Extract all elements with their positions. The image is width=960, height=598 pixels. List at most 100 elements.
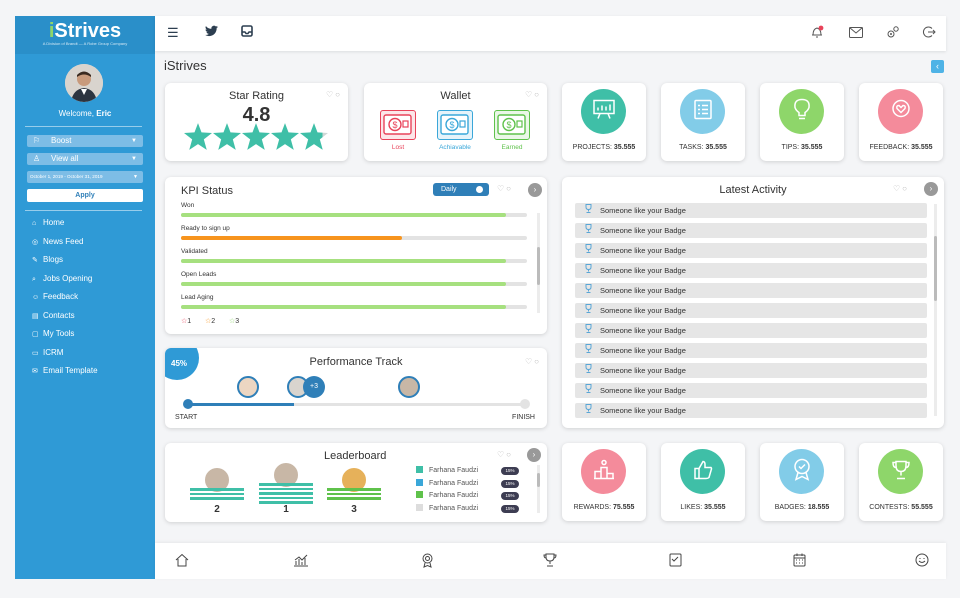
scrollbar[interactable] <box>537 465 540 513</box>
report-icon[interactable] <box>669 553 682 570</box>
stat-card-likes[interactable]: LIKES: 35.555 <box>661 443 745 521</box>
sidebar-item-contacts[interactable]: ▤ Contacts <box>32 311 75 320</box>
heart-comment-icons[interactable]: ♡○ <box>893 184 910 193</box>
sidebar-item-icrm[interactable]: ▭ ICRM <box>32 348 63 357</box>
kpi-progress-bar <box>181 305 527 309</box>
stat-card-contests[interactable]: CONTESTS: 55.555 <box>859 443 943 521</box>
thumbs-up-icon <box>680 449 725 494</box>
collapse-button[interactable]: ‹ <box>931 60 944 73</box>
kpi-progress-fill <box>181 259 507 263</box>
bell-icon[interactable] <box>810 25 824 42</box>
stat-label: LIKES: 35.555 <box>680 504 726 511</box>
view-all-dropdown[interactable]: ♙ View all ▼ <box>27 153 143 165</box>
more-button[interactable]: › <box>527 448 541 462</box>
stat-card-projects[interactable]: PROJECTS: 35.555 <box>562 83 646 161</box>
logout-icon[interactable] <box>922 25 936 42</box>
activity-item[interactable]: Someone like your Badge <box>575 263 927 278</box>
avatar[interactable] <box>398 376 420 398</box>
stat-label: FEEDBACK: 35.555 <box>869 144 933 151</box>
activity-item[interactable]: Someone like your Badge <box>575 223 927 238</box>
scrollbar[interactable] <box>934 204 937 416</box>
mail-icon[interactable] <box>849 26 863 41</box>
sidebar-item-my-tools[interactable]: ▢ My Tools <box>32 329 74 338</box>
leaderboard-row[interactable]: Farhana Faudzi <box>416 478 478 487</box>
settings-icon[interactable] <box>886 25 900 42</box>
award-icon[interactable] <box>421 553 434 571</box>
sidebar-item-email-template[interactable]: ✉ Email Template <box>32 366 98 375</box>
sidebar-item-home[interactable]: ⌂ Home <box>32 218 64 227</box>
scrollbar[interactable] <box>537 213 540 313</box>
stat-label: REWARDS: 75.555 <box>573 504 635 511</box>
heart-comment-icons[interactable]: ♡○ <box>497 450 514 459</box>
sidebar-item-feedback[interactable]: ☺ Feedback <box>32 292 78 301</box>
stat-card-feedback[interactable]: FEEDBACK: 35.555 <box>859 83 943 161</box>
leaderboard-row[interactable]: Farhana Faudzi <box>416 466 478 474</box>
activity-item[interactable]: Someone like your Badge <box>575 203 927 218</box>
activity-item[interactable]: Someone like your Badge <box>575 303 927 318</box>
heart-comment-icons[interactable]: ♡○ <box>497 184 514 193</box>
sidebar-item-label: Blogs <box>43 255 64 264</box>
heart-comment-icons[interactable]: ♡○ <box>524 357 541 366</box>
user-icon: ♙ <box>33 154 41 163</box>
icrm-icon: ▭ <box>32 349 39 357</box>
chat-heart-icon <box>878 89 923 134</box>
top-bar: ☰ <box>155 16 946 51</box>
legend-swatch <box>416 491 423 498</box>
kpi-progress-fill <box>181 305 507 309</box>
sidebar-item-label: News Feed <box>43 236 84 246</box>
analytics-icon[interactable] <box>293 553 309 570</box>
more-button[interactable]: › <box>528 183 542 197</box>
stat-card-tips[interactable]: TIPS: 35.555 <box>760 83 844 161</box>
legend-swatch <box>416 466 423 473</box>
heart-comment-icons[interactable]: ♡○ <box>524 90 541 99</box>
star-icon <box>242 123 270 155</box>
twitter-icon[interactable] <box>205 25 218 40</box>
period-toggle[interactable]: Daily <box>433 183 489 196</box>
trophy-icon[interactable] <box>543 553 557 570</box>
logo[interactable]: iStrives A Division of Brandt — A Robe G… <box>15 16 155 54</box>
more-button[interactable]: › <box>924 182 938 196</box>
star-outline-icon: ☆ <box>205 318 212 325</box>
avatar[interactable] <box>65 64 103 102</box>
podium-bar <box>259 492 313 495</box>
leaderboard-row[interactable]: Farhana Faudzi <box>416 491 478 499</box>
leaderboard-row[interactable]: Farhana Faudzi <box>416 503 478 512</box>
menu-icon[interactable]: ☰ <box>167 25 179 40</box>
kpi-legend-item: ☆1 <box>181 318 192 325</box>
kpi-row-label: Validated <box>181 248 208 255</box>
boost-dropdown[interactable]: ⚐ Boost ▼ <box>27 135 143 147</box>
legend-swatch <box>416 478 423 486</box>
activity-item[interactable]: Someone like your Badge <box>575 343 927 358</box>
home-icon[interactable] <box>175 553 189 570</box>
sidebar-item-news-feed[interactable]: ◎ News Feed <box>32 237 83 246</box>
activity-item[interactable]: Someone like your Badge <box>575 403 927 418</box>
calendar-icon[interactable] <box>793 553 806 570</box>
leaderboard-percent: 15% <box>501 467 519 475</box>
activity-item[interactable]: Someone like your Badge <box>575 323 927 338</box>
wallet-lost-icon[interactable]: $ <box>380 110 416 140</box>
finish-label: FINISH <box>512 414 535 421</box>
sidebar-item-jobs-opening[interactable]: ⌕ Jobs Opening <box>32 274 92 284</box>
heart-comment-icons[interactable]: ♡○ <box>325 90 342 99</box>
bulb-icon <box>779 89 824 134</box>
wallet-earned-icon[interactable]: $ <box>494 110 530 140</box>
svg-text:$: $ <box>506 120 511 130</box>
activity-item[interactable]: Someone like your Badge <box>575 363 927 378</box>
stat-card-rewards[interactable]: REWARDS: 75.555 <box>562 443 646 521</box>
rating-value: 4.8 <box>242 104 271 126</box>
apply-button[interactable]: Apply <box>27 189 143 202</box>
extra-avatars-badge[interactable]: +3 <box>303 376 325 398</box>
activity-item[interactable]: Someone like your Badge <box>575 243 927 258</box>
wallet-achiavable-icon[interactable]: $ <box>437 110 473 140</box>
stat-card-tasks[interactable]: TASKS: 35.555 <box>661 83 745 161</box>
trophy-icon <box>584 404 593 415</box>
flag-icon: ⚐ <box>33 136 41 145</box>
inbox-icon[interactable] <box>241 25 253 40</box>
sidebar-item-blogs[interactable]: ✎ Blogs <box>32 255 63 264</box>
stat-card-badges[interactable]: BADGES: 18.555 <box>760 443 844 521</box>
activity-item[interactable]: Someone like your Badge <box>575 283 927 298</box>
date-range-picker[interactable]: October 1, 2019 - October 31, 2019 ▼ <box>27 171 143 183</box>
smiley-icon[interactable] <box>915 553 929 570</box>
avatar[interactable] <box>237 376 259 398</box>
activity-item[interactable]: Someone like your Badge <box>575 383 927 398</box>
